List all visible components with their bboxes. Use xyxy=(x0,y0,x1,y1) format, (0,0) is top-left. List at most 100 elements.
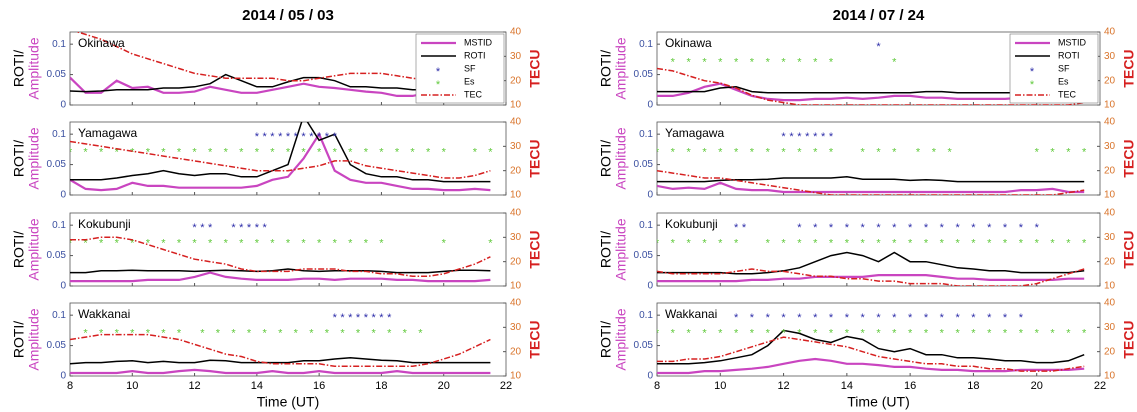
marker: * xyxy=(208,222,213,234)
marker: * xyxy=(940,312,945,324)
marker: * xyxy=(192,146,197,158)
marker: * xyxy=(1003,237,1008,249)
marker: * xyxy=(364,146,369,158)
y-axis-label: Amplitude xyxy=(613,218,629,280)
marker: * xyxy=(1003,312,1008,324)
marker: * xyxy=(829,312,834,324)
marker: * xyxy=(270,146,275,158)
marker: * xyxy=(845,327,850,339)
marker: * xyxy=(892,222,897,234)
y-axis-label: Amplitude xyxy=(613,127,629,189)
marker: * xyxy=(372,327,377,339)
y2-tick-label: 30 xyxy=(1104,51,1116,62)
x-axis-label: Time (UT) xyxy=(257,394,319,410)
marker: * xyxy=(1066,237,1071,249)
marker: * xyxy=(734,237,739,249)
legend-label: SF xyxy=(1058,63,1070,73)
y2-tick-label: 30 xyxy=(1104,141,1116,152)
x-tick-label: 12 xyxy=(188,380,200,392)
line xyxy=(657,274,1085,283)
marker: * xyxy=(239,237,244,249)
marker: * xyxy=(130,327,135,339)
marker: * xyxy=(286,146,291,158)
marker: * xyxy=(687,56,692,68)
marker: * xyxy=(702,56,707,68)
marker: * xyxy=(829,146,834,158)
marker: * xyxy=(940,222,945,234)
marker: * xyxy=(845,222,850,234)
marker: * xyxy=(955,222,960,234)
line xyxy=(70,333,491,368)
marker: * xyxy=(781,237,786,249)
marker: * xyxy=(395,146,400,158)
marker: * xyxy=(1003,327,1008,339)
x-tick-label: 22 xyxy=(1094,380,1106,392)
marker: * xyxy=(718,56,723,68)
marker: * xyxy=(687,237,692,249)
plot-area: * * * * * * * * * * ** * * * * * * * * * * * * * * * * * * * * * * * * * * xyxy=(70,122,493,192)
y-tick-label: 0.05 xyxy=(634,250,654,261)
line xyxy=(657,329,1085,365)
marker: * xyxy=(908,327,913,339)
y-tick-label: 0 xyxy=(60,100,66,111)
marker: * xyxy=(987,237,992,249)
marker: * xyxy=(948,146,953,158)
y2-tick-label: 40 xyxy=(510,298,522,309)
y2-tick-label: 20 xyxy=(1104,256,1116,267)
plot-frame xyxy=(69,212,507,287)
marker: * xyxy=(940,237,945,249)
plot-area: * * * * * * * * * * * * * * * * * * * * * * * * * * * * * * * * * * * * * * * *… xyxy=(657,222,1087,286)
marker: * xyxy=(200,222,205,234)
marker: * xyxy=(1019,237,1024,249)
marker: * xyxy=(130,146,135,158)
marker: * xyxy=(387,327,392,339)
marker: * xyxy=(861,327,866,339)
marker: * xyxy=(845,312,850,324)
marker: * xyxy=(813,237,818,249)
marker: * xyxy=(247,222,252,234)
marker: * xyxy=(192,222,197,234)
marker: * xyxy=(971,222,976,234)
marker: * xyxy=(216,327,221,339)
marker: * xyxy=(192,237,197,249)
marker: * xyxy=(333,131,338,143)
y-axis-label: ROTI/ xyxy=(598,231,614,268)
marker: * xyxy=(876,327,881,339)
marker: * xyxy=(177,237,182,249)
marker: * xyxy=(861,146,866,158)
y2-tick-label: 10 xyxy=(510,100,522,111)
marker: * xyxy=(177,327,182,339)
y2-tick-label: 20 xyxy=(1104,346,1116,357)
marker: * xyxy=(263,131,268,143)
marker: * xyxy=(955,312,960,324)
marker: * xyxy=(356,312,361,324)
y2-tick-label: 20 xyxy=(510,165,522,176)
x-tick-label: 16 xyxy=(904,380,916,392)
marker: * xyxy=(418,327,423,339)
marker: * xyxy=(1050,146,1055,158)
marker: * xyxy=(797,131,802,143)
marker: * xyxy=(68,237,73,249)
y-tick-label: 0.1 xyxy=(639,129,653,140)
marker: * xyxy=(750,56,755,68)
marker: * xyxy=(115,146,120,158)
plot-area: * * * * * * ** * * * * * * * * * * * * * * * * * * * * * xyxy=(657,131,1087,195)
marker: * xyxy=(734,312,739,324)
y-tick-label: 0 xyxy=(60,281,66,292)
y-tick-label: 0.1 xyxy=(639,39,653,50)
marker: * xyxy=(379,312,384,324)
marker: * xyxy=(301,131,306,143)
station-label: Wakkanai xyxy=(78,307,130,321)
marker: * xyxy=(718,327,723,339)
marker: * xyxy=(364,237,369,249)
marker: * xyxy=(309,131,314,143)
y2-tick-label: 40 xyxy=(1104,27,1116,38)
marker: * xyxy=(208,146,213,158)
marker: * xyxy=(247,327,252,339)
marker: * xyxy=(270,131,275,143)
marker: * xyxy=(955,327,960,339)
marker: * xyxy=(1019,222,1024,234)
y2-tick-label: 20 xyxy=(1104,75,1116,86)
marker: * xyxy=(200,327,205,339)
